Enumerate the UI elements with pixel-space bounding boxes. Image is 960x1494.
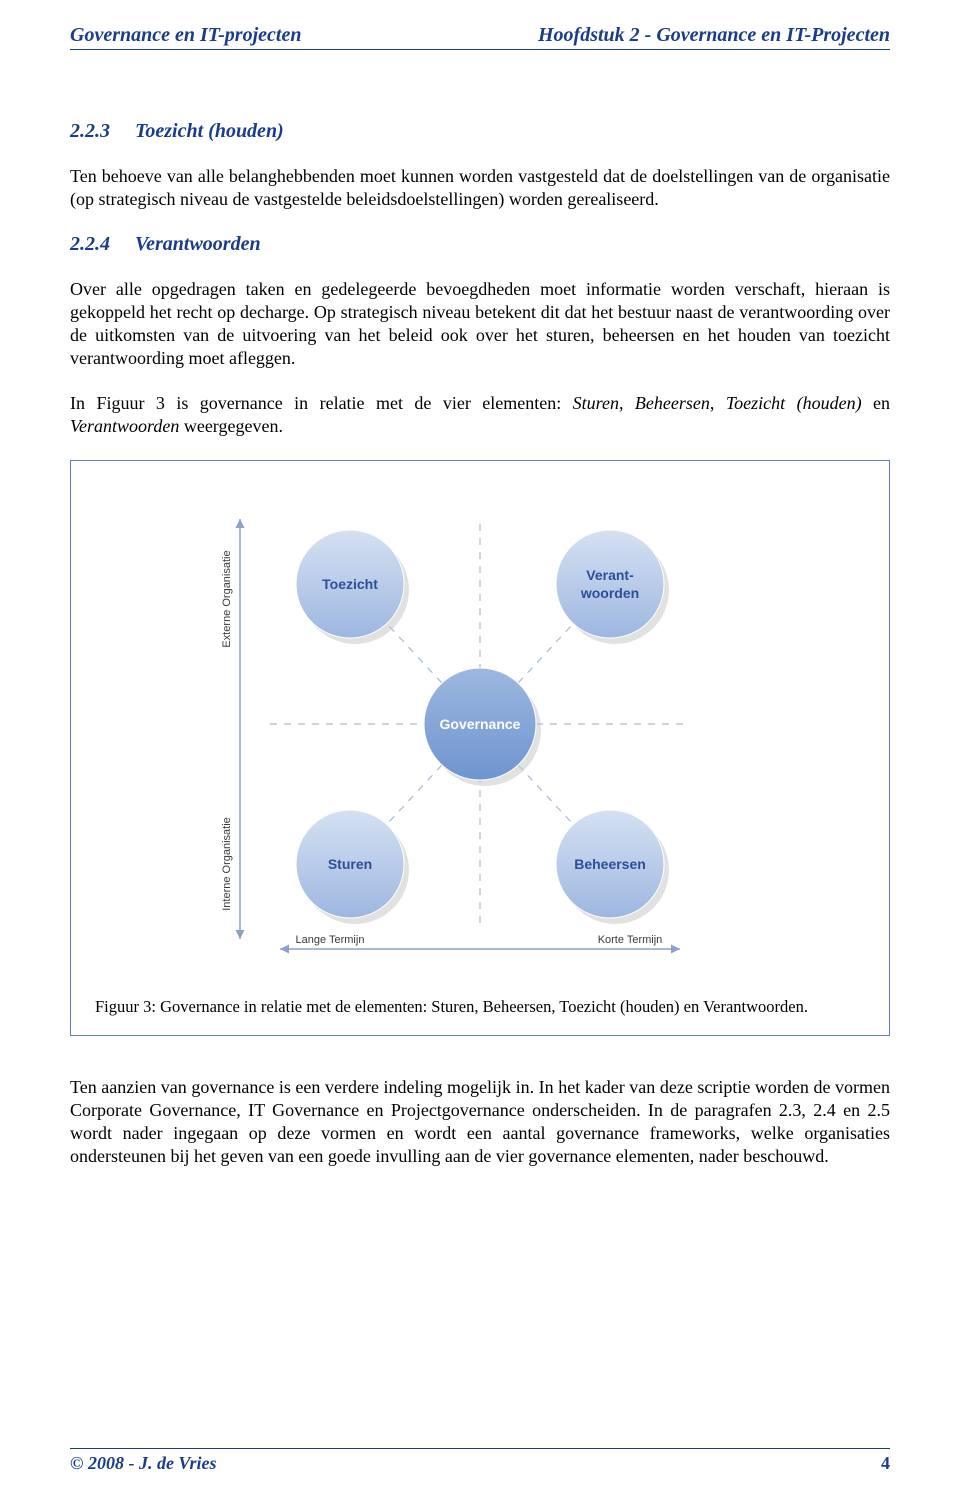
svg-text:Verant-: Verant-: [586, 567, 634, 583]
page-footer: © 2008 - J. de Vries 4: [70, 1448, 890, 1474]
section-title: Verantwoorden: [135, 233, 261, 255]
svg-text:Beheersen: Beheersen: [574, 856, 646, 872]
svg-text:Externe Organisatie: Externe Organisatie: [221, 551, 233, 648]
figure-ref-paragraph: In Figuur 3 is governance in relatie met…: [70, 392, 890, 438]
svg-text:Governance: Governance: [440, 716, 521, 732]
page-header: Governance en IT-projecten Hoofdstuk 2 -…: [70, 24, 890, 50]
svg-text:Lange Termijn: Lange Termijn: [296, 934, 365, 946]
section-heading-224: 2.2.4 Verantwoorden: [70, 233, 890, 256]
section-number: 2.2.4: [70, 233, 110, 255]
svg-text:Sturen: Sturen: [328, 856, 372, 872]
section-heading-223: 2.2.3 Toezicht (houden): [70, 120, 890, 143]
header-left: Governance en IT-projecten: [70, 24, 301, 47]
figure-3-box: Externe Organisatie Interne Organisatie La…: [70, 460, 890, 1036]
svg-text:Toezicht: Toezicht: [322, 576, 378, 592]
closing-paragraph: Ten aanzien van governance is een verder…: [70, 1076, 890, 1168]
figure-3-caption: Figuur 3: Governance in relatie met de e…: [95, 997, 865, 1017]
svg-text:Korte Termijn: Korte Termijn: [598, 934, 663, 946]
section-number: 2.2.3: [70, 120, 110, 142]
governance-diagram: Externe Organisatie Interne Organisatie La…: [190, 479, 770, 979]
svg-text:Interne Organisatie: Interne Organisatie: [221, 817, 233, 911]
section-body-224: Over alle opgedragen taken en gedelegeer…: [70, 278, 890, 370]
header-right: Hoofdstuk 2 - Governance en IT-Projecten: [538, 24, 890, 47]
section-body-223: Ten behoeve van alle belanghebbenden moe…: [70, 165, 890, 211]
section-title: Toezicht (houden): [135, 120, 284, 142]
figure-3-diagram-wrap: Externe Organisatie Interne Organisatie La…: [95, 479, 865, 979]
footer-copyright: © 2008 - J. de Vries: [70, 1453, 216, 1474]
svg-text:woorden: woorden: [580, 585, 639, 601]
footer-page-number: 4: [881, 1453, 890, 1474]
